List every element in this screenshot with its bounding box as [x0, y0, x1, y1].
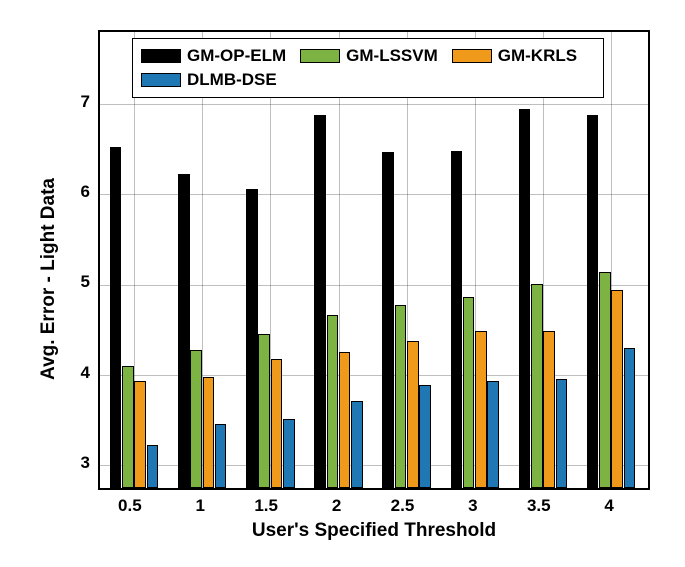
legend-swatch — [300, 49, 340, 63]
bar — [519, 109, 531, 488]
bar — [122, 366, 134, 488]
bar — [178, 174, 190, 488]
legend-label: GM-OP-ELM — [187, 46, 286, 66]
bar — [556, 379, 568, 488]
bar — [587, 115, 599, 488]
legend-item: GM-LSSVM — [300, 46, 438, 66]
bar — [475, 331, 487, 488]
bar — [599, 272, 611, 488]
legend-item: GM-OP-ELM — [141, 46, 286, 66]
bar — [463, 297, 475, 488]
bar — [407, 341, 419, 488]
bar — [147, 445, 159, 488]
bar — [487, 381, 499, 488]
x-tick-label: 4 — [604, 496, 613, 516]
bar — [271, 359, 283, 488]
bar — [339, 352, 351, 488]
bar — [531, 284, 543, 488]
legend-label: GM-LSSVM — [346, 46, 438, 66]
x-tick-label: 3 — [468, 496, 477, 516]
legend-swatch — [141, 73, 181, 87]
legend-swatch — [141, 49, 181, 63]
bar — [382, 152, 394, 488]
bar — [419, 385, 431, 488]
bar — [246, 189, 258, 488]
bar — [543, 331, 555, 488]
x-axis-label: User's Specified Threshold — [224, 520, 524, 542]
bar — [215, 424, 227, 488]
y-tick-label: 6 — [81, 182, 90, 202]
bar — [395, 305, 407, 488]
legend-label: DLMB-DSE — [187, 70, 277, 90]
bar — [611, 290, 623, 488]
y-tick-label: 7 — [81, 92, 90, 112]
legend-item: GM-KRLS — [452, 46, 577, 66]
x-tick-label: 2.5 — [391, 496, 415, 516]
legend-label: GM-KRLS — [498, 46, 577, 66]
bar — [451, 151, 463, 488]
x-tick-label: 1.5 — [254, 496, 278, 516]
legend: GM-OP-ELM GM-LSSVM GM-KRLS DLMB-DSE — [132, 38, 604, 98]
y-tick-label: 5 — [81, 272, 90, 292]
y-axis-label: Avg. Error - Light Data — [38, 178, 60, 380]
bar — [110, 147, 122, 488]
bar — [258, 334, 270, 488]
x-tick-label: 0.5 — [118, 496, 142, 516]
x-tick-label: 1 — [196, 496, 205, 516]
x-tick-label: 2 — [332, 496, 341, 516]
bar — [203, 377, 215, 488]
bar — [134, 381, 146, 488]
bar — [624, 348, 636, 488]
y-tick-label: 4 — [81, 363, 90, 383]
bar — [190, 350, 202, 488]
grid-line — [100, 104, 648, 105]
chart-frame: 3 4 5 6 7 0.5 1 1.5 2 2.5 3 3.5 4 Avg. Error - Light … — [0, 0, 685, 567]
legend-item: DLMB-DSE — [141, 70, 277, 90]
plot-area — [98, 30, 650, 490]
bar — [327, 315, 339, 488]
bar — [314, 115, 326, 488]
y-tick-label: 3 — [81, 453, 90, 473]
legend-swatch — [452, 49, 492, 63]
bar — [283, 419, 295, 488]
bar — [351, 401, 363, 488]
x-tick-label: 3.5 — [527, 496, 551, 516]
